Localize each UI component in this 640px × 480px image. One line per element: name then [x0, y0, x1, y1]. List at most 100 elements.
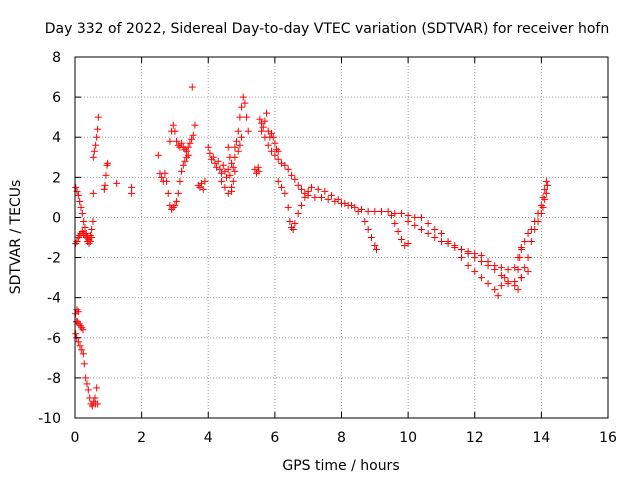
data-point — [164, 189, 172, 197]
data-point — [82, 374, 90, 382]
data-point — [128, 183, 136, 191]
data-point — [233, 137, 241, 145]
data-point — [178, 167, 186, 175]
data-point — [471, 268, 479, 276]
data-point — [516, 254, 524, 262]
data-point — [77, 203, 85, 211]
data-point — [72, 183, 80, 191]
data-point — [229, 177, 237, 185]
data-point — [234, 127, 242, 135]
data-point — [397, 236, 405, 244]
data-point — [431, 225, 439, 233]
data-point — [219, 161, 227, 169]
data-point — [184, 151, 192, 159]
data-point — [437, 238, 445, 246]
data-point — [72, 330, 80, 338]
data-point — [541, 195, 549, 203]
data-point — [189, 131, 197, 139]
data-point — [255, 167, 263, 175]
data-point — [224, 165, 232, 173]
data-point — [491, 286, 499, 294]
data-point — [511, 278, 519, 286]
data-point — [74, 308, 82, 316]
x-tick-label: 12 — [466, 430, 484, 446]
data-point — [491, 262, 499, 270]
data-point — [271, 151, 279, 159]
y-tick-label: -8 — [47, 371, 61, 387]
x-axis-label: GPS time / hours — [282, 458, 399, 474]
data-point — [89, 189, 97, 197]
x-tick-label: 0 — [71, 430, 80, 446]
data-point — [199, 185, 207, 193]
data-point — [514, 286, 522, 294]
data-point — [268, 129, 276, 137]
data-point — [90, 147, 98, 155]
data-point — [372, 246, 380, 254]
data-point — [80, 217, 88, 225]
data-point — [76, 342, 84, 350]
data-point — [209, 153, 217, 161]
data-point — [171, 127, 179, 135]
data-point — [76, 197, 84, 205]
data-point — [204, 143, 212, 151]
data-point — [494, 292, 502, 300]
data-point — [542, 177, 550, 185]
data-point — [256, 115, 264, 123]
data-point — [318, 193, 326, 201]
data-point — [521, 264, 529, 272]
data-point — [464, 248, 472, 256]
data-point — [497, 282, 505, 290]
data-point — [261, 117, 269, 125]
data-point — [104, 159, 112, 167]
x-tick-label: 16 — [599, 430, 617, 446]
data-point — [537, 209, 545, 217]
x-tick-labels: 0 2 4 6 8 10 12 14 16 — [71, 430, 617, 446]
data-point — [291, 175, 299, 183]
data-point — [191, 121, 199, 129]
data-point — [74, 338, 82, 346]
data-point — [477, 274, 485, 282]
data-point — [183, 147, 191, 155]
data-point — [228, 159, 236, 167]
data-point — [241, 99, 249, 107]
data-point — [384, 207, 392, 215]
data-point — [281, 161, 289, 169]
data-point — [89, 153, 97, 161]
data-point — [457, 246, 465, 254]
data-point — [94, 400, 102, 408]
data-point — [234, 147, 242, 155]
y-tick-label: -4 — [47, 291, 61, 307]
data-point — [397, 209, 405, 217]
data-point — [206, 149, 214, 157]
data-point — [228, 187, 236, 195]
data-point — [527, 238, 535, 246]
data-point — [298, 185, 306, 193]
data-point — [158, 173, 166, 181]
data-point — [178, 139, 186, 147]
data-point — [278, 183, 286, 191]
y-tick-label: 4 — [52, 130, 61, 146]
data-point — [218, 177, 226, 185]
data-point — [417, 225, 425, 233]
data-point — [281, 189, 289, 197]
grid-lines — [75, 57, 608, 418]
data-point — [334, 195, 342, 203]
y-tick-label: 0 — [52, 210, 61, 226]
data-point — [221, 183, 229, 191]
data-point — [238, 133, 246, 141]
data-point — [214, 157, 222, 165]
x-tick-label: 8 — [337, 430, 346, 446]
x-tick-label: 10 — [399, 430, 417, 446]
y-axis-label: SDTVAR / TECUs — [8, 180, 24, 295]
data-point — [367, 234, 375, 241]
data-point — [484, 280, 492, 288]
data-point — [517, 244, 525, 252]
data-point — [74, 191, 82, 199]
data-point — [224, 143, 232, 151]
data-point — [284, 203, 292, 211]
data-point — [236, 113, 244, 121]
data-point — [361, 217, 369, 225]
data-point — [271, 139, 279, 147]
data-point — [437, 229, 445, 237]
data-point — [411, 213, 419, 221]
